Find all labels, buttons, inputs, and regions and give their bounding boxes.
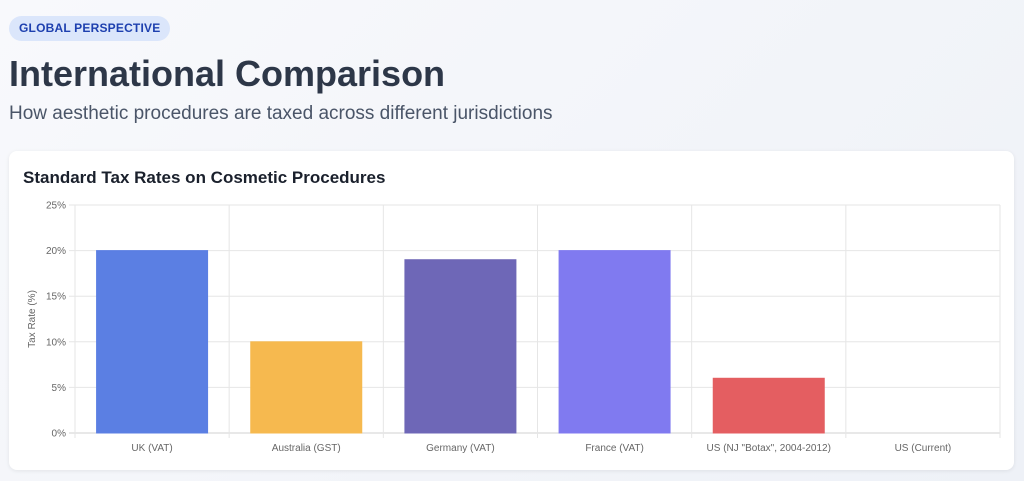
x-tick-label: US (Current) <box>895 443 952 454</box>
x-tick-label: France (VAT) <box>585 443 644 454</box>
bar-chart: 0% 5% 10% 15% 20% 25% Tax Rate (%) UK (VAT) Aust… <box>27 201 1001 454</box>
bar-3 <box>558 250 671 434</box>
bar-1 <box>250 341 363 434</box>
y-tick-label: 25% <box>46 201 66 212</box>
x-tick-label: Australia (GST) <box>272 443 341 454</box>
bar-2 <box>404 259 517 434</box>
y-axis-title: Tax Rate (%) <box>27 290 38 348</box>
x-tick-label: US (NJ "Botax", 2004-2012) <box>707 443 831 454</box>
page-subtitle: How aesthetic procedures are taxed acros… <box>9 103 553 124</box>
bar-4 <box>712 377 825 434</box>
y-tick-label: 20% <box>46 246 66 257</box>
x-tick-label: Germany (VAT) <box>426 443 495 454</box>
y-tick-label: 5% <box>52 383 67 394</box>
chart-card: 0% 5% 10% 15% 20% 25% Tax Rate (%) UK (VAT) Aust… <box>9 151 1014 470</box>
bar-0 <box>96 250 209 434</box>
y-tick-label: 0% <box>52 429 67 440</box>
section-badge: GLOBAL PERSPECTIVE <box>9 16 171 41</box>
page-title: International Comparison <box>9 53 446 94</box>
chart-title: Standard Tax Rates on Cosmetic Procedure… <box>23 168 386 187</box>
x-tick-label: UK (VAT) <box>131 443 172 454</box>
y-tick-label: 15% <box>46 292 66 303</box>
y-tick-label: 10% <box>46 337 66 348</box>
